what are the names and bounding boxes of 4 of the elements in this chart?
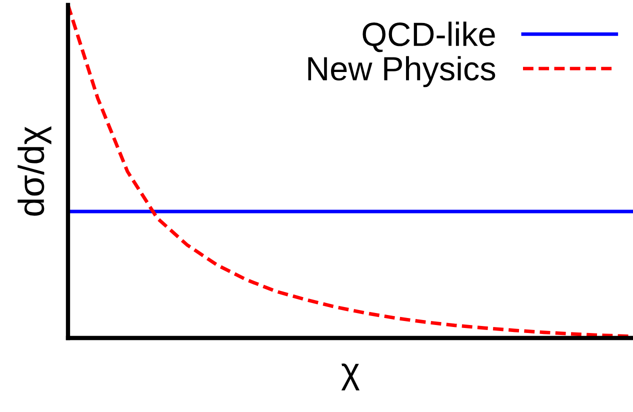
legend-label: New Physics xyxy=(308,56,496,88)
y-axis-title: dσ/dχ xyxy=(18,126,52,216)
legend-label: QCD-like xyxy=(362,22,495,52)
x-axis-title: χ xyxy=(341,363,360,390)
